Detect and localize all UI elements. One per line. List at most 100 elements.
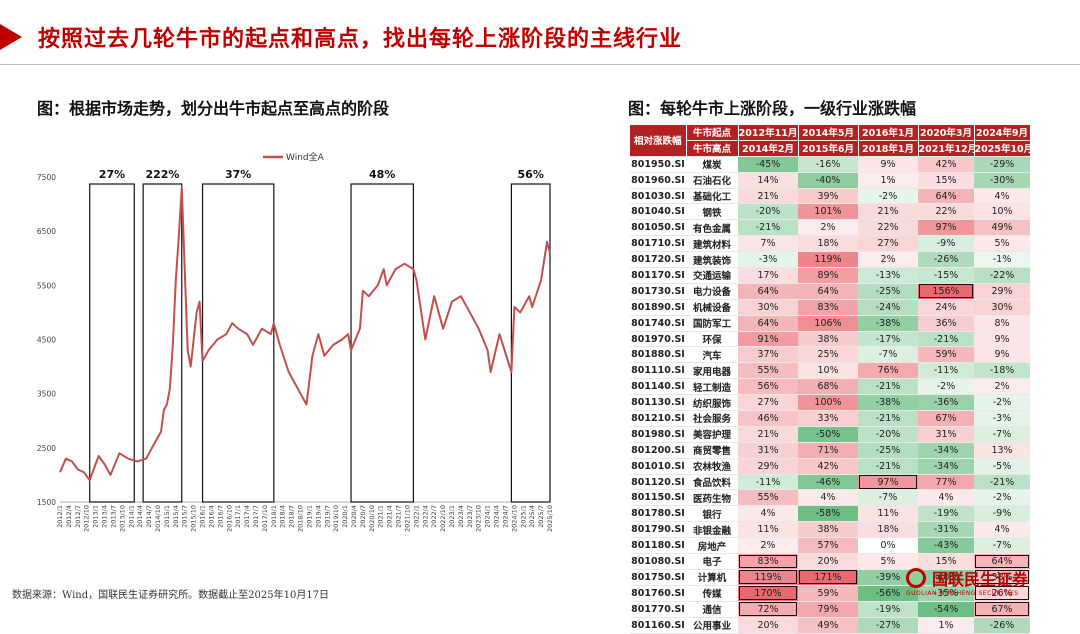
x-tick-label: 2020/10 [368,505,376,532]
return-cell: 31% [918,426,974,443]
x-tick-label: 2021/10 [403,505,411,532]
table-row: 801110.SI 家用电器 55% 10% 76% -11% -18% [630,362,1030,380]
return-cell: 15% [918,172,974,189]
source-note: 数据来源：Wind，国联民生证券研究所。数据截止至2025年10月17日 [12,590,330,601]
return-cell: 2% [738,537,798,555]
bull-market-box [510,183,551,503]
return-cell: -35% [918,585,974,602]
return-cell: -7% [974,537,1030,555]
return-cell: -45% [738,156,798,173]
x-tick-label: 2023/4 [457,505,465,528]
table-row: 801970.SI 环保 91% 38% -17% -21% 9% [630,331,1030,348]
industry-name: 食品饮料 [686,474,738,491]
x-tick-label: 2014/1 [127,505,135,528]
industry-code: 801730.SI [630,283,686,300]
industry-name: 传媒 [686,585,738,602]
return-cell: -3% [974,410,1030,427]
industry-name: 公用事业 [686,617,738,634]
return-cell: 79% [798,601,858,618]
return-cell: 22% [858,219,918,237]
legend-label: Wind全A [286,151,325,163]
table-row: 801140.SI 轻工制造 56% 68% -21% -2% 2% [630,378,1030,396]
bull-market-box [142,183,183,503]
table-row: 801040.SI 钢铁 -20% 101% 21% 22% 10% [630,203,1030,221]
return-cell: 59% [798,585,858,602]
table-row: 801120.SI 食品饮料 -11% -46% 97% 77% -21% [630,474,1030,491]
return-cell: 2% [974,378,1030,396]
return-cell: -25% [858,442,918,459]
x-tick-label: 2021/4 [386,505,394,528]
table-row: 801770.SI 通信 72% 79% -19% -54% 67% [630,601,1030,618]
return-cell: -9% [918,235,974,253]
industry-code: 801110.SI [630,362,686,380]
industry-name: 电力设备 [686,283,738,300]
return-table: 相对涨跌幅 牛市起点 2012年11月 2014年5月 2016年1月 2020年3月 20… [630,125,1031,634]
return-cell: 64% [738,315,798,332]
logo-text-en: GUOLIAN MINSHENG SECURITIES [906,590,1019,597]
return-cell: 42% [798,458,858,475]
wind-all-a-series-line [59,186,551,482]
industry-code: 801140.SI [630,378,686,396]
industry-name: 社会服务 [686,410,738,427]
x-tick-label: 2016/1 [199,505,207,528]
return-cell: 5% [858,553,918,570]
return-cell: 10% [798,362,858,380]
return-cell: 0% [858,537,918,555]
return-cell: 36% [918,315,974,332]
bull-market-box [89,183,135,503]
return-cell: 9% [858,156,918,173]
x-tick-label: 2016/10 [225,505,233,532]
x-tick-label: 2023/10 [475,505,483,532]
return-cell: 106% [798,315,858,332]
industry-name: 钢铁 [686,203,738,221]
return-cell: 24% [918,299,974,316]
wind-all-a-line-chart: 1500 2500 3500 4500 5500 6500 7500 2012/1 2012/4… [37,151,554,532]
table-row: 801740.SI 国防军工 64% 106% -38% 36% 8% [630,315,1030,332]
industry-code: 801710.SI [630,235,686,253]
table-row: 801200.SI 商贸零售 31% 71% -25% -34% 13% [630,442,1030,459]
x-tick-label: 2013/7 [109,505,117,528]
title-marker-icon [0,24,22,50]
return-cell: 42% [918,156,974,173]
x-tick-label: 2020/1 [341,505,349,528]
return-cell: -15% [918,267,974,284]
industry-code: 801010.SI [630,458,686,475]
industry-code: 801720.SI [630,251,686,269]
return-cell: 37% [738,346,798,364]
return-cell: -30% [974,172,1030,189]
return-cell: 29% [738,458,798,475]
x-tick-label: 2019/7 [323,505,331,528]
return-cell: 1% [918,617,974,634]
return-cell: 64% [738,283,798,300]
x-tick-label: 2012/4 [65,505,73,528]
x-tick-label: 2018/4 [279,505,287,528]
return-cell: 4% [738,505,798,523]
return-cell: -27% [858,617,918,634]
table-row: 801950.SI 煤炭 -45% -16% 9% 42% -29% [630,156,1030,173]
bull-market-return-label: 37% [225,168,251,181]
industry-code: 801950.SI [630,156,686,173]
return-cell: -16% [798,156,858,173]
return-cell: 49% [798,617,858,634]
return-cell: 13% [974,442,1030,459]
return-cell: 21% [738,426,798,443]
x-tick-label: 2017/7 [252,505,260,528]
industry-code: 801040.SI [630,203,686,221]
return-cell: -31% [918,521,974,539]
return-cell: -25% [858,283,918,300]
x-tick-label: 2020/4 [350,505,358,528]
return-cell: -21% [974,474,1030,491]
industry-code: 801030.SI [630,188,686,205]
return-cell: -36% [918,394,974,412]
industry-code: 801200.SI [630,442,686,459]
return-cell: -54% [918,601,974,618]
return-cell: 38% [798,521,858,539]
return-cell: 46% [738,410,798,427]
return-cell: 67% [974,601,1030,618]
x-tick-label: 2013/4 [101,505,109,528]
return-cell: 27% [738,394,798,412]
return-cell: 5% [974,235,1030,253]
x-tick-label: 2014/4 [136,505,144,528]
y-tick-label: 7500 [37,173,56,182]
title-bar: 按照过去几轮牛市的起点和高点，找出每轮上涨阶段的主线行业 [0,0,1080,75]
